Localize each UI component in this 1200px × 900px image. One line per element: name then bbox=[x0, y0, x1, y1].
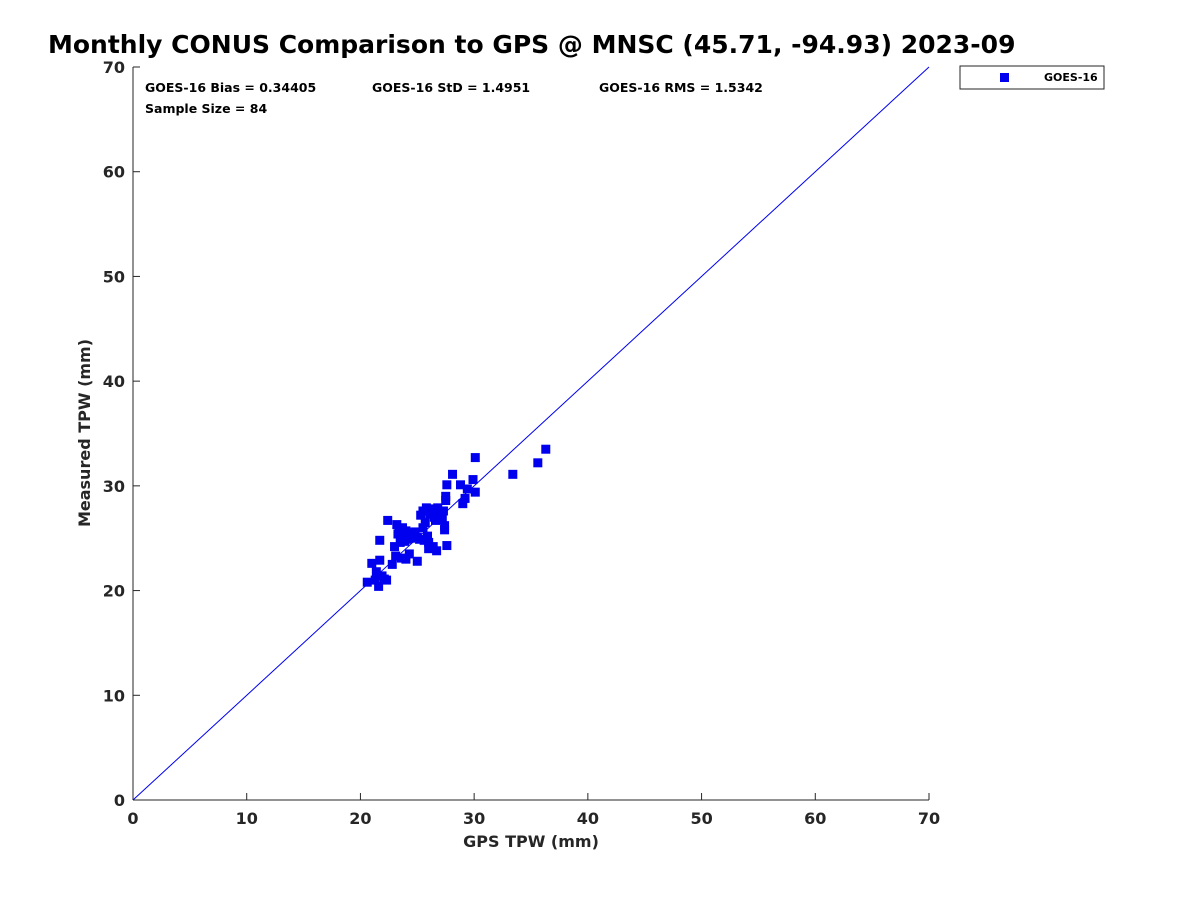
data-point bbox=[437, 514, 447, 524]
data-point bbox=[362, 577, 372, 587]
x-tick-label: 10 bbox=[236, 809, 258, 828]
data-point bbox=[412, 556, 422, 566]
data-point bbox=[424, 537, 434, 547]
data-point bbox=[460, 493, 470, 503]
x-tick-label: 60 bbox=[804, 809, 826, 828]
y-tick-label: 60 bbox=[103, 163, 125, 182]
data-point bbox=[438, 506, 448, 516]
x-axis-label: GPS TPW (mm) bbox=[463, 832, 599, 851]
x-ticks: 0 10 20 30 40 50 60 70 bbox=[127, 793, 940, 828]
y-axis-label: Measured TPW (mm) bbox=[75, 339, 94, 527]
data-point bbox=[375, 535, 385, 545]
y-tick-label: 10 bbox=[103, 686, 125, 705]
data-point bbox=[387, 559, 397, 569]
data-point bbox=[403, 528, 413, 538]
data-point bbox=[390, 542, 400, 552]
data-point bbox=[415, 534, 425, 544]
data-point bbox=[396, 553, 406, 563]
data-point bbox=[442, 541, 452, 551]
data-point bbox=[383, 515, 393, 525]
data-point bbox=[508, 469, 518, 479]
data-point bbox=[375, 555, 385, 565]
x-tick-label: 30 bbox=[463, 809, 485, 828]
data-point bbox=[420, 518, 430, 528]
data-point bbox=[442, 480, 452, 490]
x-tick-label: 0 bbox=[127, 809, 138, 828]
data-point bbox=[432, 546, 442, 556]
y-tick-label: 0 bbox=[114, 791, 125, 810]
data-point bbox=[423, 531, 433, 541]
y-tick-label: 50 bbox=[103, 267, 125, 286]
data-point bbox=[367, 558, 377, 568]
legend: GOES-16 bbox=[959, 65, 1105, 90]
data-point bbox=[448, 469, 458, 479]
data-point bbox=[427, 504, 437, 514]
data-point bbox=[430, 515, 440, 525]
x-tick-label: 50 bbox=[690, 809, 712, 828]
chart-title: Monthly CONUS Comparison to GPS @ MNSC (… bbox=[48, 30, 1016, 59]
data-point bbox=[421, 503, 431, 513]
legend-label: GOES-16 bbox=[1044, 71, 1098, 84]
data-point bbox=[433, 503, 443, 513]
y-tick-label: 30 bbox=[103, 477, 125, 496]
y-ticks: 0 10 20 30 40 50 60 70 bbox=[103, 58, 140, 810]
data-point bbox=[455, 480, 465, 490]
one-to-one-line bbox=[132, 66, 930, 801]
data-point bbox=[404, 549, 414, 559]
y-tick-label: 70 bbox=[103, 58, 125, 77]
data-point bbox=[382, 575, 392, 585]
x-tick-label: 70 bbox=[918, 809, 940, 828]
x-tick-label: 20 bbox=[349, 809, 371, 828]
sample-size-stat: Sample Size = 84 bbox=[145, 101, 267, 116]
data-point bbox=[533, 458, 543, 468]
data-point bbox=[441, 491, 451, 501]
data-point bbox=[468, 475, 478, 485]
y-tick-label: 40 bbox=[103, 372, 125, 391]
data-point bbox=[541, 444, 551, 454]
data-point bbox=[374, 581, 384, 591]
data-point bbox=[371, 567, 381, 577]
data-point bbox=[418, 523, 428, 533]
x-tick-label: 40 bbox=[577, 809, 599, 828]
legend-marker bbox=[1000, 73, 1009, 82]
data-point bbox=[440, 525, 450, 535]
data-point bbox=[393, 529, 403, 539]
data-point bbox=[425, 509, 435, 519]
data-point bbox=[470, 487, 480, 497]
data-point bbox=[401, 554, 411, 564]
data-point bbox=[458, 499, 468, 509]
legend-box bbox=[959, 65, 1105, 90]
data-point bbox=[395, 537, 405, 547]
data-point bbox=[391, 551, 401, 561]
data-point bbox=[370, 575, 380, 585]
data-points bbox=[362, 444, 551, 591]
bias-stat: GOES-16 Bias = 0.34405 bbox=[145, 80, 316, 95]
data-point bbox=[470, 453, 480, 463]
data-point bbox=[410, 527, 420, 537]
data-point bbox=[424, 544, 434, 554]
y-tick-label: 20 bbox=[103, 582, 125, 601]
data-point bbox=[462, 484, 472, 494]
std-stat: GOES-16 StD = 1.4951 bbox=[372, 80, 530, 95]
rms-stat: GOES-16 RMS = 1.5342 bbox=[599, 80, 763, 95]
